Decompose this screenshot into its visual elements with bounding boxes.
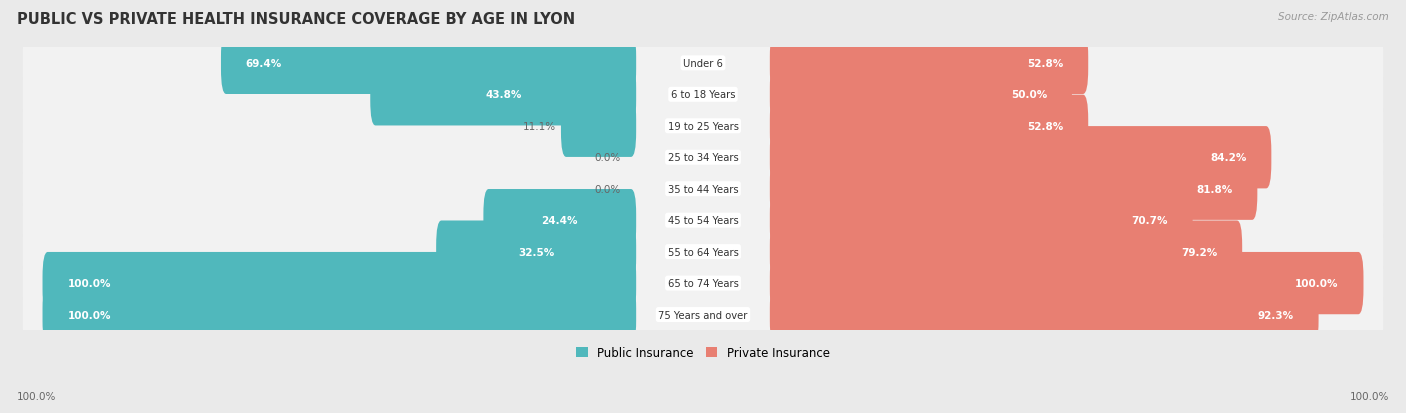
Text: 65 to 74 Years: 65 to 74 Years bbox=[668, 278, 738, 288]
FancyBboxPatch shape bbox=[22, 57, 1384, 133]
FancyBboxPatch shape bbox=[770, 33, 1088, 95]
FancyBboxPatch shape bbox=[22, 88, 1384, 165]
FancyBboxPatch shape bbox=[770, 190, 1192, 252]
Text: 6 to 18 Years: 6 to 18 Years bbox=[671, 90, 735, 100]
Text: 79.2%: 79.2% bbox=[1181, 247, 1218, 257]
FancyBboxPatch shape bbox=[221, 33, 636, 95]
Text: 25 to 34 Years: 25 to 34 Years bbox=[668, 153, 738, 163]
Text: 32.5%: 32.5% bbox=[517, 247, 554, 257]
Text: 92.3%: 92.3% bbox=[1257, 310, 1294, 320]
FancyBboxPatch shape bbox=[770, 252, 1364, 314]
FancyBboxPatch shape bbox=[42, 252, 636, 314]
FancyBboxPatch shape bbox=[22, 183, 1384, 259]
FancyBboxPatch shape bbox=[770, 158, 1257, 220]
FancyBboxPatch shape bbox=[561, 95, 636, 157]
FancyBboxPatch shape bbox=[770, 95, 1088, 157]
FancyBboxPatch shape bbox=[42, 284, 636, 346]
FancyBboxPatch shape bbox=[22, 26, 1384, 102]
Text: 0.0%: 0.0% bbox=[595, 184, 621, 194]
Text: 100.0%: 100.0% bbox=[1295, 278, 1339, 288]
Text: 100.0%: 100.0% bbox=[1350, 391, 1389, 401]
FancyBboxPatch shape bbox=[770, 221, 1241, 283]
FancyBboxPatch shape bbox=[484, 190, 636, 252]
Text: 0.0%: 0.0% bbox=[595, 153, 621, 163]
Text: 100.0%: 100.0% bbox=[67, 310, 111, 320]
Text: 84.2%: 84.2% bbox=[1211, 153, 1247, 163]
Text: PUBLIC VS PRIVATE HEALTH INSURANCE COVERAGE BY AGE IN LYON: PUBLIC VS PRIVATE HEALTH INSURANCE COVER… bbox=[17, 12, 575, 27]
FancyBboxPatch shape bbox=[436, 221, 636, 283]
Text: 35 to 44 Years: 35 to 44 Years bbox=[668, 184, 738, 194]
FancyBboxPatch shape bbox=[22, 151, 1384, 228]
Text: 52.8%: 52.8% bbox=[1026, 59, 1063, 69]
Text: Under 6: Under 6 bbox=[683, 59, 723, 69]
Text: 11.1%: 11.1% bbox=[523, 121, 557, 131]
Text: 75 Years and over: 75 Years and over bbox=[658, 310, 748, 320]
Text: 100.0%: 100.0% bbox=[67, 278, 111, 288]
FancyBboxPatch shape bbox=[770, 127, 1271, 189]
FancyBboxPatch shape bbox=[22, 120, 1384, 196]
Text: 43.8%: 43.8% bbox=[485, 90, 522, 100]
FancyBboxPatch shape bbox=[22, 277, 1384, 353]
Text: 19 to 25 Years: 19 to 25 Years bbox=[668, 121, 738, 131]
Text: 50.0%: 50.0% bbox=[1011, 90, 1047, 100]
FancyBboxPatch shape bbox=[370, 64, 636, 126]
Text: 45 to 54 Years: 45 to 54 Years bbox=[668, 216, 738, 225]
Text: 70.7%: 70.7% bbox=[1132, 216, 1168, 225]
Text: 69.4%: 69.4% bbox=[246, 59, 283, 69]
Text: 100.0%: 100.0% bbox=[17, 391, 56, 401]
Legend: Public Insurance, Private Insurance: Public Insurance, Private Insurance bbox=[571, 342, 835, 364]
Text: 55 to 64 Years: 55 to 64 Years bbox=[668, 247, 738, 257]
Text: 81.8%: 81.8% bbox=[1197, 184, 1233, 194]
Text: 24.4%: 24.4% bbox=[541, 216, 578, 225]
FancyBboxPatch shape bbox=[770, 284, 1319, 346]
FancyBboxPatch shape bbox=[770, 64, 1071, 126]
Text: 52.8%: 52.8% bbox=[1026, 121, 1063, 131]
Text: Source: ZipAtlas.com: Source: ZipAtlas.com bbox=[1278, 12, 1389, 22]
FancyBboxPatch shape bbox=[22, 214, 1384, 290]
FancyBboxPatch shape bbox=[22, 245, 1384, 322]
